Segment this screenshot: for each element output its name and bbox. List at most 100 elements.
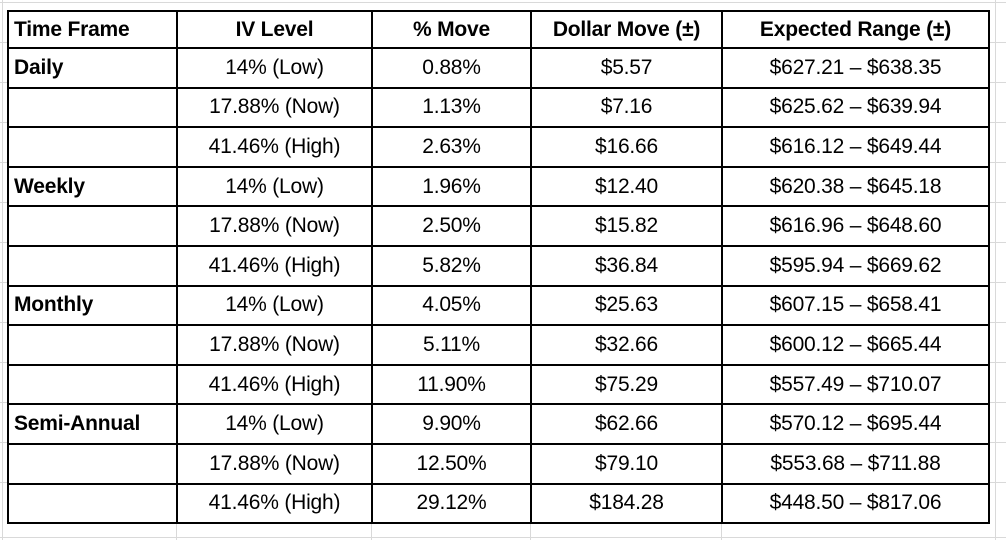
cell-dollar-move[interactable]: $15.82: [530, 205, 723, 247]
gridline-segment: [989, 322, 1006, 323]
cell-expected-range[interactable]: $600.12 – $665.44: [721, 324, 990, 366]
gridline-segment: [0, 82, 7, 83]
cell-expected-range[interactable]: $553.68 – $711.88: [721, 442, 990, 485]
table-row: Daily 14% (Low) 0.88% $5.57 $627.21 – $638.3…: [7, 47, 990, 89]
cell-pct-move[interactable]: 0.88%: [371, 47, 532, 89]
cell-dollar-move[interactable]: $16.66: [530, 126, 723, 168]
gridline-segment: [530, 523, 531, 540]
cell-dollar-move[interactable]: $36.84: [530, 244, 723, 287]
cell-pct-move[interactable]: 5.82%: [371, 244, 532, 287]
cell-pct-move[interactable]: 5.11%: [371, 324, 532, 366]
cell-dollar-move[interactable]: $7.16: [530, 86, 723, 129]
cell-time-frame[interactable]: [7, 363, 178, 406]
cell-time-frame[interactable]: Semi-Annual: [7, 403, 178, 445]
cell-time-frame[interactable]: [7, 482, 178, 525]
table-row: 17.88% (Now) 12.50% $79.10 $553.68 – $711.8…: [7, 442, 990, 485]
cell-iv-level[interactable]: 14% (Low): [176, 403, 373, 445]
cell-dollar-move[interactable]: $75.29: [530, 363, 723, 406]
cell-pct-move[interactable]: 9.90%: [371, 403, 532, 445]
cell-dollar-move[interactable]: $62.66: [530, 403, 723, 445]
cell-expected-range[interactable]: $448.50 – $817.06: [721, 482, 990, 525]
table-row: 41.46% (High) 5.82% $36.84 $595.94 – $669.6…: [7, 244, 990, 287]
column-header-iv-level[interactable]: IV Level: [176, 10, 373, 49]
gridline-right: [995, 0, 996, 540]
cell-iv-level[interactable]: 41.46% (High): [176, 126, 373, 168]
table-row: 17.88% (Now) 1.13% $7.16 $625.62 – $639.94: [7, 86, 990, 129]
cell-iv-level[interactable]: 41.46% (High): [176, 363, 373, 406]
cell-dollar-move[interactable]: $25.63: [530, 284, 723, 327]
cell-pct-move[interactable]: 29.12%: [371, 482, 532, 525]
cell-expected-range[interactable]: $607.15 – $658.41: [721, 284, 990, 327]
gridline-segment: [989, 362, 1006, 363]
gridline-segment: [989, 402, 1006, 403]
cell-iv-level[interactable]: 14% (Low): [176, 47, 373, 89]
cell-expected-range[interactable]: $595.94 – $669.62: [721, 244, 990, 287]
cell-dollar-move[interactable]: $32.66: [530, 324, 723, 366]
table-row: 41.46% (High) 2.63% $16.66 $616.12 – $649.4…: [7, 126, 990, 168]
cell-iv-level[interactable]: 41.46% (High): [176, 482, 373, 525]
gridline-top: [0, 2, 1006, 3]
column-header-dollar-move[interactable]: Dollar Move (±): [530, 10, 723, 49]
gridline-segment: [0, 162, 7, 163]
column-header-expected-range[interactable]: Expected Range (±): [721, 10, 990, 49]
cell-iv-level[interactable]: 14% (Low): [176, 284, 373, 327]
cell-iv-level[interactable]: 14% (Low): [176, 165, 373, 208]
gridline-segment: [721, 523, 722, 540]
cell-pct-move[interactable]: 1.13%: [371, 86, 532, 129]
table-row: Semi-Annual 14% (Low) 9.90% $62.66 $570.12 –…: [7, 403, 990, 445]
column-header-pct-move[interactable]: % Move: [371, 10, 532, 49]
cell-time-frame[interactable]: [7, 126, 178, 168]
gridline-segment: [989, 42, 1006, 43]
header-row: Time Frame IV Level % Move Dollar Move (…: [7, 10, 990, 49]
gridline-segment: [0, 242, 7, 243]
cell-iv-level[interactable]: 17.88% (Now): [176, 324, 373, 366]
cell-time-frame[interactable]: [7, 86, 178, 129]
cell-iv-level[interactable]: 17.88% (Now): [176, 86, 373, 129]
table-row: 17.88% (Now) 2.50% $15.82 $616.96 – $648.60: [7, 205, 990, 247]
gridline-segment: [989, 82, 1006, 83]
cell-dollar-move[interactable]: $79.10: [530, 442, 723, 485]
cell-time-frame[interactable]: [7, 324, 178, 366]
gridline-segment: [0, 202, 7, 203]
cell-time-frame[interactable]: Daily: [7, 47, 178, 89]
cell-expected-range[interactable]: $616.96 – $648.60: [721, 205, 990, 247]
gridline-segment: [0, 42, 7, 43]
gridline-segment: [989, 442, 1006, 443]
cell-expected-range[interactable]: $620.38 – $645.18: [721, 165, 990, 208]
cell-pct-move[interactable]: 12.50%: [371, 442, 532, 485]
cell-iv-level[interactable]: 17.88% (Now): [176, 442, 373, 485]
gridline-segment: [0, 362, 7, 363]
cell-time-frame[interactable]: [7, 442, 178, 485]
gridline-left: [2, 0, 3, 540]
cell-pct-move[interactable]: 2.63%: [371, 126, 532, 168]
gridline-segment: [0, 442, 7, 443]
cell-iv-level[interactable]: 17.88% (Now): [176, 205, 373, 247]
cell-dollar-move[interactable]: $184.28: [530, 482, 723, 525]
cell-expected-range[interactable]: $616.12 – $649.44: [721, 126, 990, 168]
gridline-segment: [0, 402, 7, 403]
gridline-segment: [176, 523, 177, 540]
table-row: Weekly 14% (Low) 1.96% $12.40 $620.38 – $645…: [7, 165, 990, 208]
cell-time-frame[interactable]: Weekly: [7, 165, 178, 208]
cell-pct-move[interactable]: 1.96%: [371, 165, 532, 208]
cell-expected-range[interactable]: $570.12 – $695.44: [721, 403, 990, 445]
cell-pct-move[interactable]: 4.05%: [371, 284, 532, 327]
gridline-segment: [0, 282, 7, 283]
cell-iv-level[interactable]: 41.46% (High): [176, 244, 373, 287]
cell-dollar-move[interactable]: $5.57: [530, 47, 723, 89]
gridline-segment: [0, 322, 7, 323]
cell-time-frame[interactable]: Monthly: [7, 284, 178, 327]
gridline-segment: [989, 242, 1006, 243]
cell-dollar-move[interactable]: $12.40: [530, 165, 723, 208]
cell-pct-move[interactable]: 2.50%: [371, 205, 532, 247]
column-header-time-frame[interactable]: Time Frame: [7, 10, 178, 49]
table-row: Monthly 14% (Low) 4.05% $25.63 $607.15 – $65…: [7, 284, 990, 327]
gridline-segment: [371, 523, 372, 540]
gridline-segment: [989, 162, 1006, 163]
cell-time-frame[interactable]: [7, 244, 178, 287]
cell-pct-move[interactable]: 11.90%: [371, 363, 532, 406]
cell-time-frame[interactable]: [7, 205, 178, 247]
cell-expected-range[interactable]: $627.21 – $638.35: [721, 47, 990, 89]
cell-expected-range[interactable]: $625.62 – $639.94: [721, 86, 990, 129]
cell-expected-range[interactable]: $557.49 – $710.07: [721, 363, 990, 406]
